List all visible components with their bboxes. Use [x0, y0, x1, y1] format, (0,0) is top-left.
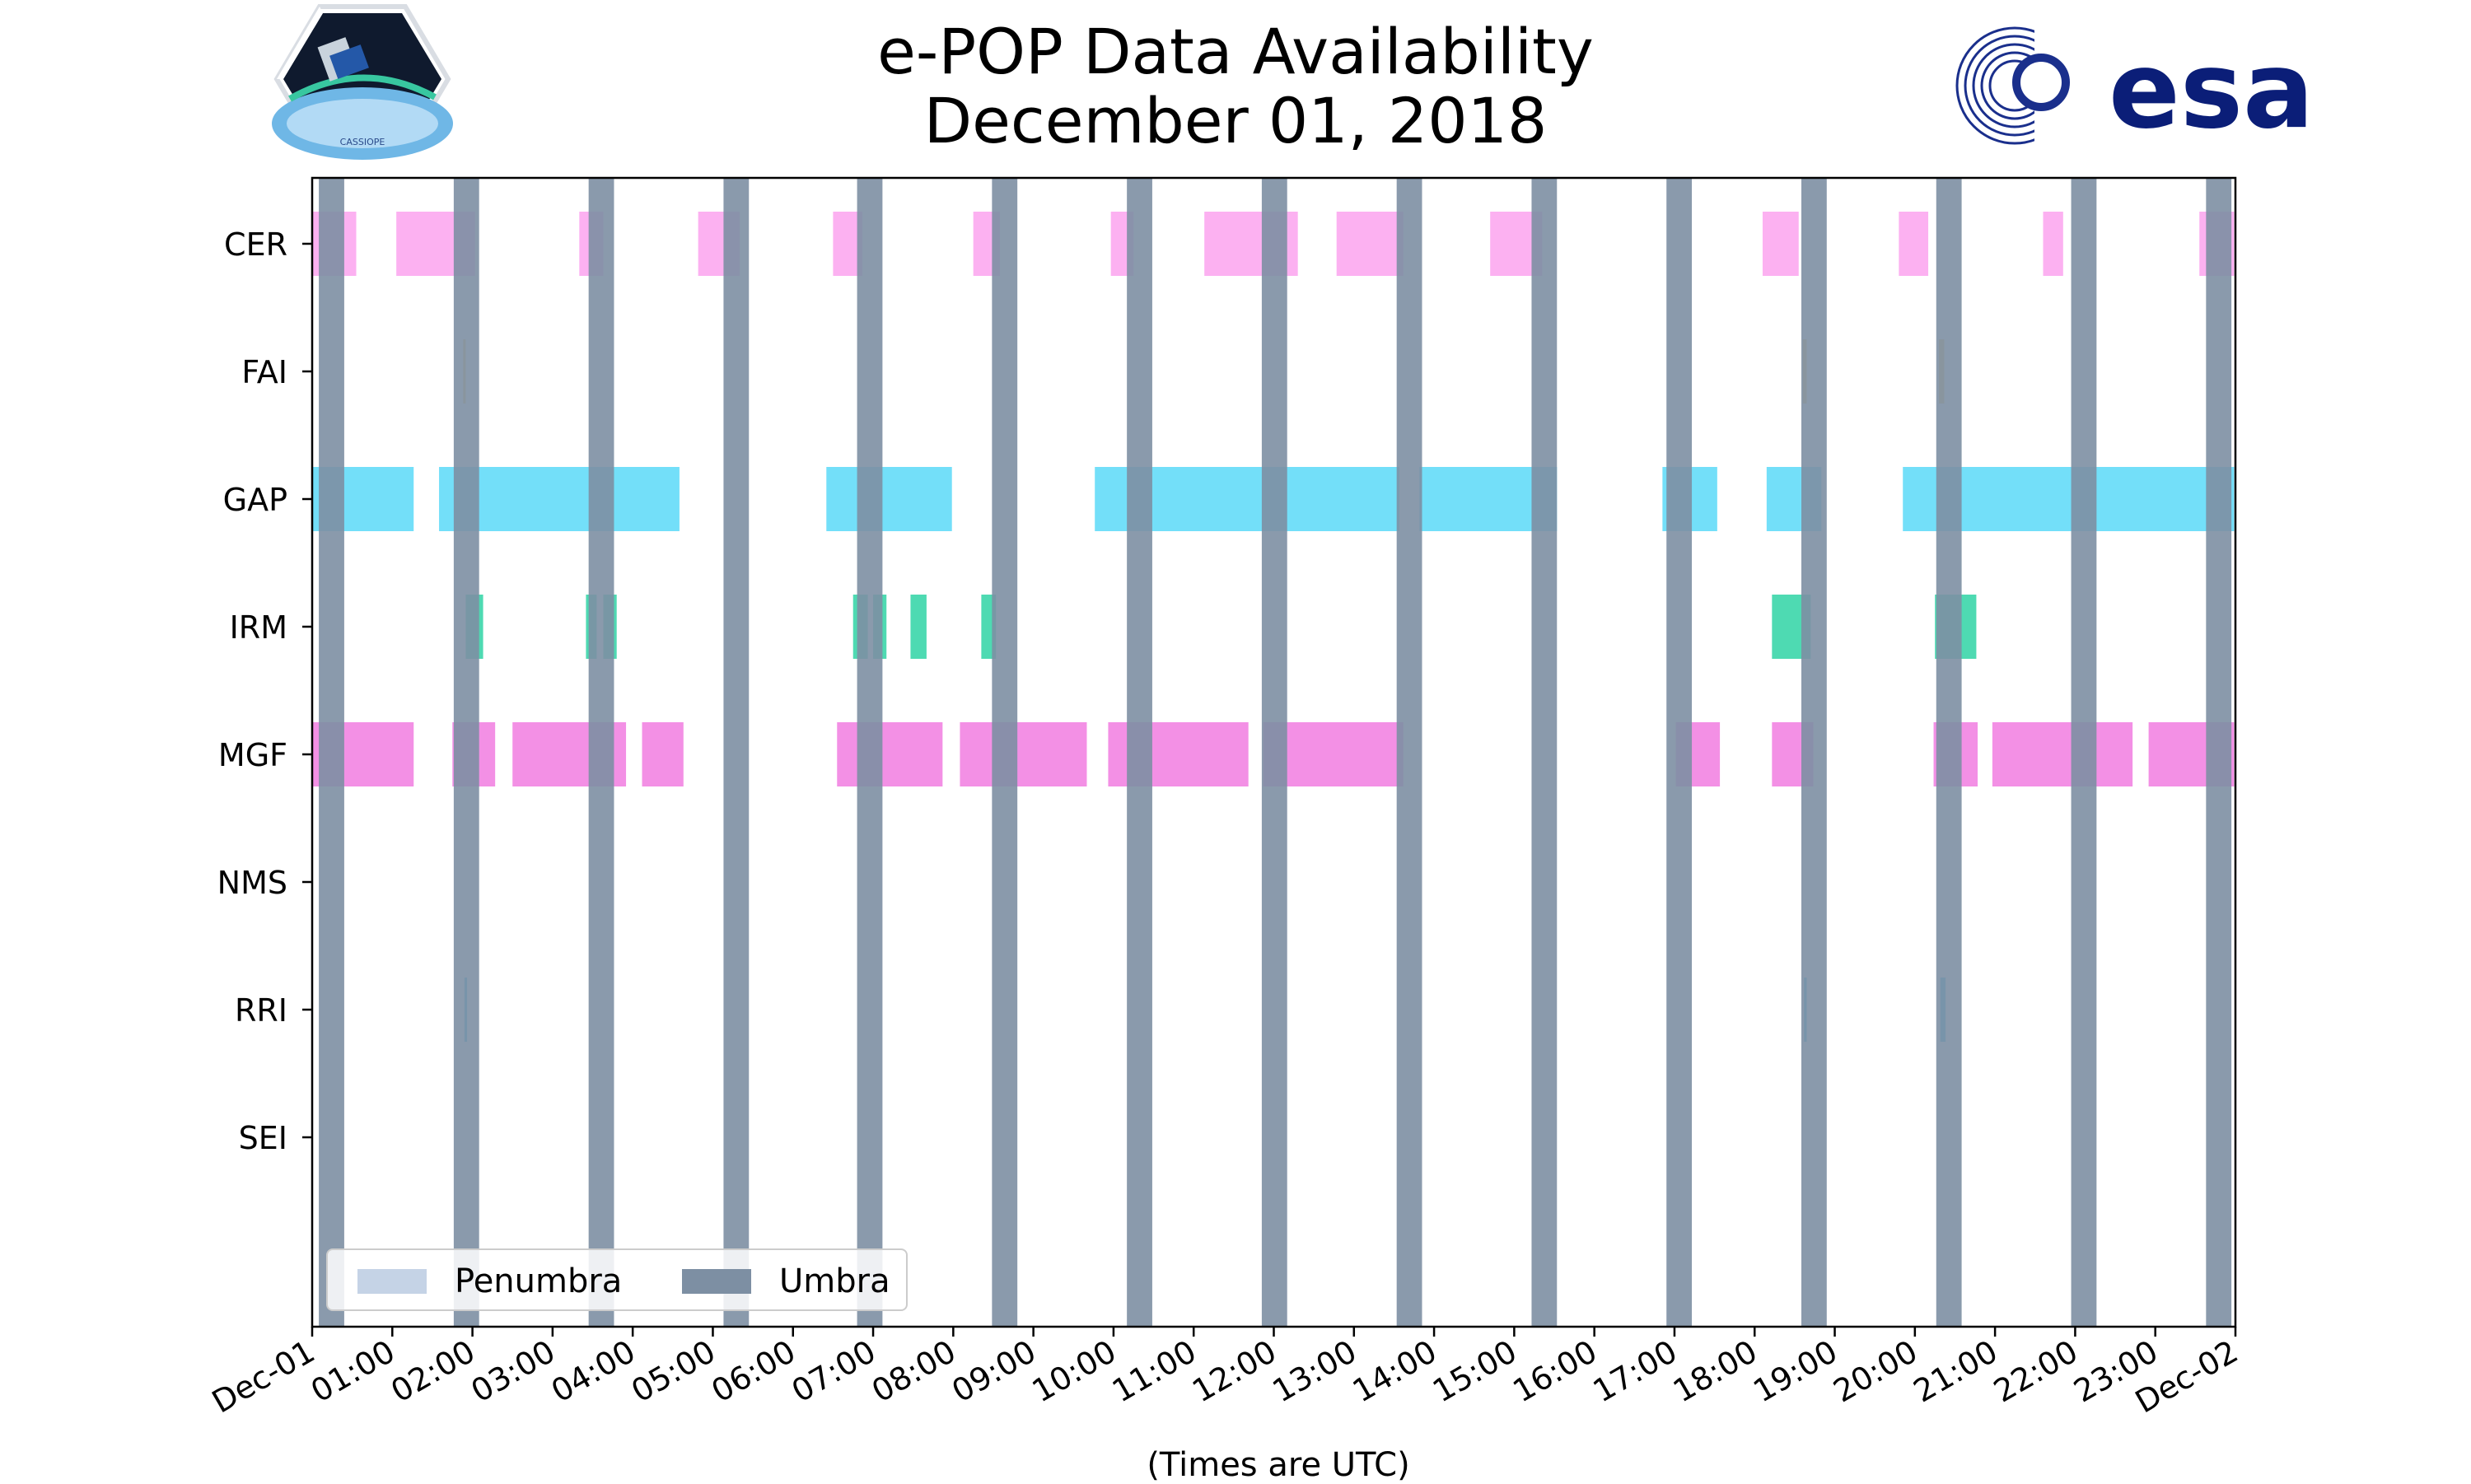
- plot-area: CER FAI GAP IRM MGF NMS RRI SEI Dec-0101:0002:00…: [206, 176, 2244, 1421]
- bar-mgf-4: [837, 722, 943, 786]
- chart-title: e-POP Data Availability: [877, 15, 1594, 88]
- x-tick-label-12: 12:00: [1186, 1333, 1282, 1410]
- cassiope-mission-badge-icon: CASSIOPE: [272, 4, 453, 160]
- cassiope-badge-text: CASSIOPE: [340, 137, 385, 147]
- legend-swatch-umbra: [682, 1269, 751, 1294]
- x-tick-label-0: Dec-01: [206, 1333, 320, 1421]
- bar-mgf-3: [642, 722, 684, 786]
- esa-logo-text: esa: [2109, 30, 2314, 152]
- legend-item-umbra: Umbra: [682, 1262, 890, 1300]
- x-tick-label-8: 08:00: [866, 1333, 962, 1410]
- umbra-band-5: [992, 178, 1018, 1327]
- chart-subtitle: December 01, 2018: [923, 84, 1548, 157]
- y-tick-label-sei: SEI: [239, 1120, 287, 1156]
- x-axis-label: (Times are UTC): [1147, 1446, 1410, 1484]
- x-tick-label-15: 15:00: [1427, 1333, 1523, 1410]
- x-tick-label-14: 14:00: [1347, 1333, 1443, 1410]
- legend: Penumbra Umbra: [326, 1248, 908, 1311]
- umbra-band-13: [2071, 178, 2097, 1327]
- legend-label-penumbra: Penumbra: [455, 1262, 623, 1300]
- x-tick-label-21: 21:00: [1908, 1333, 2004, 1410]
- x-tick-label-2: 02:00: [385, 1333, 481, 1410]
- x-tick-label-11: 11:00: [1106, 1333, 1203, 1410]
- x-tick-label-19: 19:00: [1747, 1333, 1843, 1410]
- x-tick-label-20: 20:00: [1827, 1333, 1923, 1410]
- legend-item-penumbra: Penumbra: [357, 1262, 622, 1300]
- x-tick-label-5: 05:00: [625, 1333, 722, 1410]
- y-tick-label-mgf: MGF: [218, 737, 287, 773]
- umbra-band-14: [2206, 178, 2232, 1327]
- x-tick-label-22: 22:00: [1988, 1333, 2084, 1410]
- x-tick-label-7: 07:00: [786, 1333, 882, 1410]
- umbra-band-0: [319, 178, 344, 1327]
- legend-label-umbra: Umbra: [779, 1262, 890, 1300]
- umbra-band-11: [1801, 178, 1827, 1327]
- x-tick-label-4: 04:00: [545, 1333, 642, 1410]
- x-tick-label-1: 01:00: [305, 1333, 401, 1410]
- umbra-band-7: [1261, 178, 1287, 1327]
- umbra-band-12: [1936, 178, 1962, 1327]
- umbra-band-1: [453, 178, 479, 1327]
- umbra-band-8: [1396, 178, 1422, 1327]
- y-tick-label-irm: IRM: [230, 609, 287, 646]
- esa-logo-icon: esa: [1955, 25, 2314, 152]
- y-tick-label-rri: RRI: [235, 992, 287, 1029]
- umbra-band-3: [723, 178, 750, 1327]
- bar-cer-10: [1762, 212, 1799, 276]
- bar-mgf-5: [960, 722, 1087, 786]
- x-tick-label-16: 16:00: [1506, 1333, 1603, 1410]
- bar-irm-5: [910, 595, 927, 659]
- y-tick-label-cer: CER: [224, 226, 287, 263]
- bar-mgf-11: [1992, 722, 2133, 786]
- y-tick-label-fai: FAI: [241, 354, 287, 390]
- umbra-band-9: [1531, 178, 1558, 1327]
- x-tick-label-17: 17:00: [1587, 1333, 1684, 1410]
- umbra-band-10: [1666, 178, 1693, 1327]
- x-tick-label-13: 13:00: [1266, 1333, 1362, 1410]
- bar-gap-2: [826, 467, 952, 531]
- x-tick-label-10: 10:00: [1026, 1333, 1123, 1410]
- bar-cer-8: [1336, 212, 1404, 276]
- x-tick-label-6: 06:00: [705, 1333, 801, 1410]
- y-tick-label-nms: NMS: [217, 865, 287, 901]
- legend-swatch-penumbra: [357, 1269, 427, 1294]
- bar-cer-12: [2043, 212, 2063, 276]
- y-tick-label-gap: GAP: [223, 482, 287, 518]
- umbra-band-4: [857, 178, 883, 1327]
- bar-cer-11: [1899, 212, 1929, 276]
- umbra-band-2: [588, 178, 614, 1327]
- x-tick-label-9: 09:00: [946, 1333, 1042, 1410]
- umbra-band-6: [1127, 178, 1152, 1327]
- x-tick-label-18: 18:00: [1667, 1333, 1763, 1410]
- x-tick-label-3: 03:00: [465, 1333, 562, 1410]
